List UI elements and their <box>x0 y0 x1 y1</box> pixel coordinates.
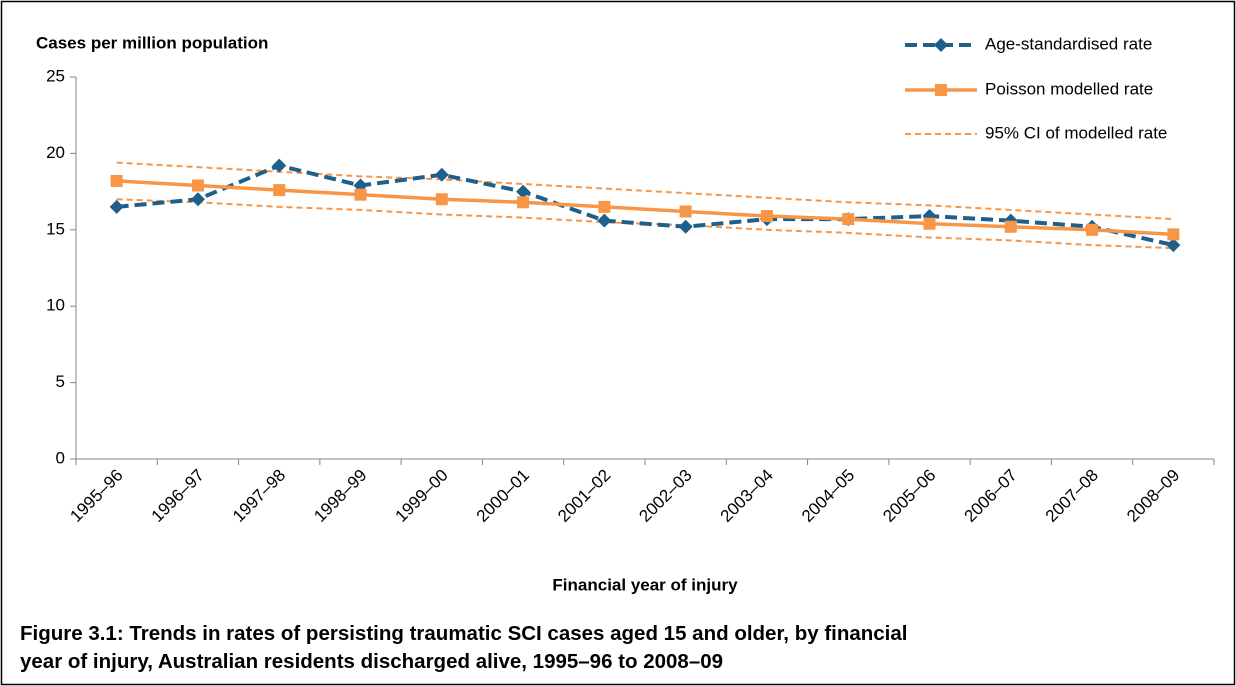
x-tick-label: 2006–07 <box>961 466 1021 526</box>
x-tick-label: 1997–98 <box>229 466 289 526</box>
x-tick-label: 1996–97 <box>148 466 208 526</box>
y-tick-label: 5 <box>56 372 65 391</box>
y-tick-label: 15 <box>46 219 65 238</box>
x-tick-label: 1999–00 <box>392 466 452 526</box>
diamond-marker <box>272 158 287 173</box>
square-marker <box>191 179 204 192</box>
x-tick-label: 2001–02 <box>554 466 614 526</box>
square-marker <box>598 200 611 213</box>
diamond-marker <box>190 192 205 207</box>
square-marker <box>435 193 448 206</box>
y-axis-label: Cases per million population <box>36 33 268 52</box>
series-line <box>116 179 1174 237</box>
x-tick-label: 2000–01 <box>473 466 533 526</box>
ci-line <box>116 198 1174 250</box>
legend-label: Age-standardised rate <box>985 34 1152 53</box>
x-tick-label: 2007–08 <box>1042 466 1102 526</box>
ci-line <box>116 161 1174 221</box>
x-tick-label: 2004–05 <box>798 466 858 526</box>
x-tick-label: 2008–09 <box>1123 466 1183 526</box>
diamond-marker <box>1166 238 1181 253</box>
legend-label: 95% CI of modelled rate <box>985 123 1167 142</box>
square-marker <box>842 213 855 226</box>
x-tick-label: 2002–03 <box>635 466 695 526</box>
square-marker <box>1167 228 1180 241</box>
x-tick-label: 1995–96 <box>66 466 126 526</box>
legend-label: Poisson modelled rate <box>985 79 1153 98</box>
square-marker <box>923 217 936 230</box>
square-marker <box>517 196 530 209</box>
square-marker <box>760 210 773 223</box>
x-axis-label: Financial year of injury <box>552 575 738 594</box>
y-tick-label: 10 <box>46 296 65 315</box>
x-tick-label: 2003–04 <box>717 466 777 526</box>
diamond-marker <box>109 199 124 214</box>
diamond-marker <box>434 167 449 182</box>
square-marker <box>273 184 286 197</box>
y-tick-label: 25 <box>46 66 65 85</box>
diamond-marker <box>678 219 693 234</box>
legend-marker <box>934 38 948 52</box>
square-marker <box>1004 220 1017 233</box>
square-marker <box>679 205 692 218</box>
series-line <box>116 163 1174 248</box>
legend-marker <box>935 84 947 96</box>
y-tick-label: 0 <box>56 448 65 467</box>
y-tick-label: 20 <box>46 143 65 162</box>
x-tick-label: 1998–99 <box>310 466 370 526</box>
caption: Figure 3.1: Trends in rates of persistin… <box>20 622 907 645</box>
caption: year of injury, Australian residents dis… <box>20 650 723 673</box>
x-tick-label: 2005–06 <box>879 466 939 526</box>
square-marker <box>354 188 367 201</box>
diamond-marker <box>516 184 531 199</box>
diamond-marker <box>597 213 612 228</box>
square-marker <box>110 174 123 187</box>
square-marker <box>1086 223 1099 236</box>
